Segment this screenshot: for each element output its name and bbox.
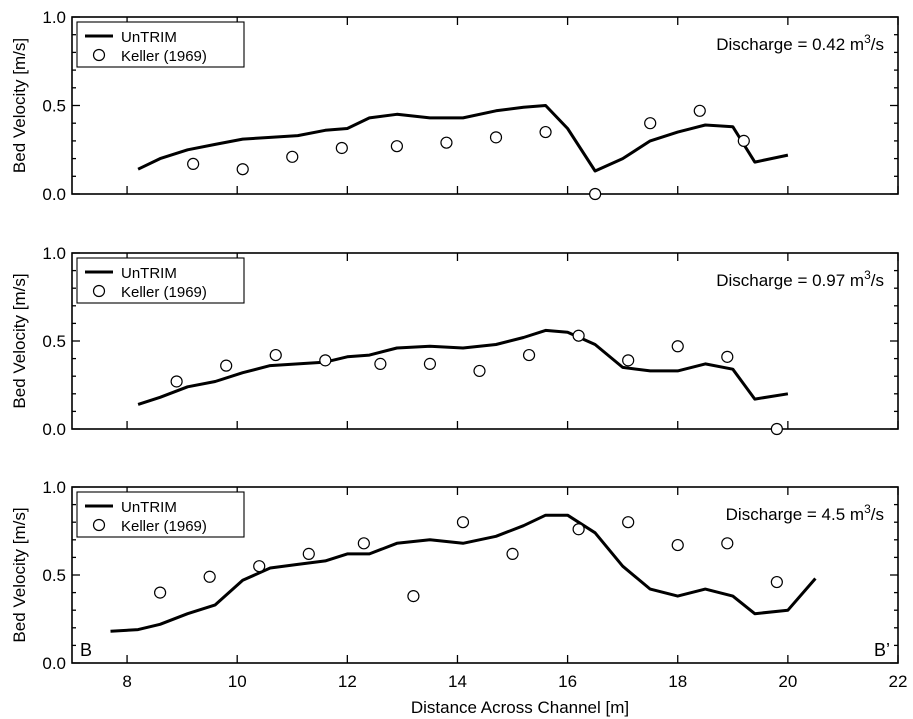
legend-label-keller: Keller (1969) [121,518,207,535]
y-axis-label: Bed Velocity [m/s] [10,38,29,173]
data-point-keller [253,560,266,573]
data-point-keller [154,586,167,599]
data-point-keller [407,590,420,603]
legend-label-untrim: UnTRIM [121,265,177,282]
data-point-keller [671,340,684,353]
y-axis-label: Bed Velocity [m/s] [10,507,29,642]
discharge-annotation: Discharge = 0.97 m3/s [716,268,884,290]
legend-box [76,257,245,304]
y-tick-label: 0.5 [42,332,66,351]
legend-label-untrim: UnTRIM [121,499,177,516]
data-point-keller [390,140,403,153]
x-tick-label: 16 [558,672,577,691]
data-point-keller [456,516,470,529]
legend-marker-swatch [92,518,106,532]
chart-panel-1: 0.0 0.5 1.0 Bed Velocity [m/s] UnTRIM Keller … [10,8,899,204]
data-point-keller [770,422,783,436]
y-tick-label: 1.0 [42,244,66,263]
data-point-keller [770,575,783,589]
data-point-keller [236,163,249,176]
y-tick-label: 1.0 [42,8,66,27]
data-point-keller [269,348,282,362]
data-point-keller [286,150,299,163]
y-tick-label: 0.5 [42,97,66,116]
data-point-keller [220,359,233,372]
legend-box [76,21,245,68]
legend-label-untrim: UnTRIM [121,29,177,46]
legend-label-keller: Keller (1969) [121,284,207,301]
corner-label-left: B [80,640,92,660]
x-tick-label: 14 [448,672,467,691]
data-point-keller [489,131,503,144]
chart-panel-3: 8 10 12 14 16 18 20 22 0.0 0.5 1.0 Bed Velocity [m/… [10,478,907,691]
x-tick-label: 8 [122,672,131,691]
x-tick-label: 22 [889,672,908,691]
x-tick-label: 12 [338,672,357,691]
data-point-keller [506,547,519,560]
data-point-keller [319,354,332,367]
data-point-keller [440,136,453,149]
data-point-keller [522,348,536,362]
y-tick-label: 0.5 [42,566,66,585]
data-point-keller [644,117,657,130]
y-axis-label: Bed Velocity [m/s] [10,273,29,408]
data-point-keller [572,523,585,536]
data-point-keller [302,547,315,560]
data-point-keller [170,375,183,388]
discharge-annotation: Discharge = 0.42 m3/s [716,32,884,54]
legend-marker-swatch [92,48,106,62]
data-point-keller [374,357,387,370]
x-tick-label: 20 [778,672,797,691]
series-line-untrim [110,513,817,633]
legend-marker-swatch [92,284,106,298]
y-tick-label: 0.0 [42,654,66,673]
series-line-untrim [137,328,789,406]
discharge-annotation: Discharge = 4.5 m3/s [726,502,884,524]
corner-label-right: B’ [874,640,890,660]
x-tick-label: 18 [668,672,687,691]
data-point-keller [721,350,734,363]
data-point-keller [622,354,635,367]
series-line-untrim [137,104,789,173]
data-point-keller [589,187,602,201]
data-point-keller [737,134,750,147]
data-point-keller [335,141,348,155]
y-tick-label: 1.0 [42,478,66,497]
data-point-keller [721,537,734,550]
x-tick-label: 10 [228,672,247,691]
data-point-keller [572,329,585,342]
data-point-keller [622,516,635,529]
legend-label-keller: Keller (1969) [121,48,207,65]
data-point-keller [473,364,486,378]
y-tick-label: 0.0 [42,185,66,204]
data-point-keller [693,104,706,117]
chart-panel-2: 0.0 0.5 1.0 Bed Velocity [m/s] UnTRIM Keller … [10,244,899,439]
legend-box [76,491,245,538]
data-point-keller [203,570,216,583]
data-point-keller [423,357,437,370]
data-point-keller [187,157,200,171]
y-tick-label: 0.0 [42,420,66,439]
data-point-keller [671,538,684,552]
data-point-keller [539,125,552,139]
x-axis-label: Distance Across Channel [m] [411,698,629,717]
data-point-keller [357,537,370,550]
